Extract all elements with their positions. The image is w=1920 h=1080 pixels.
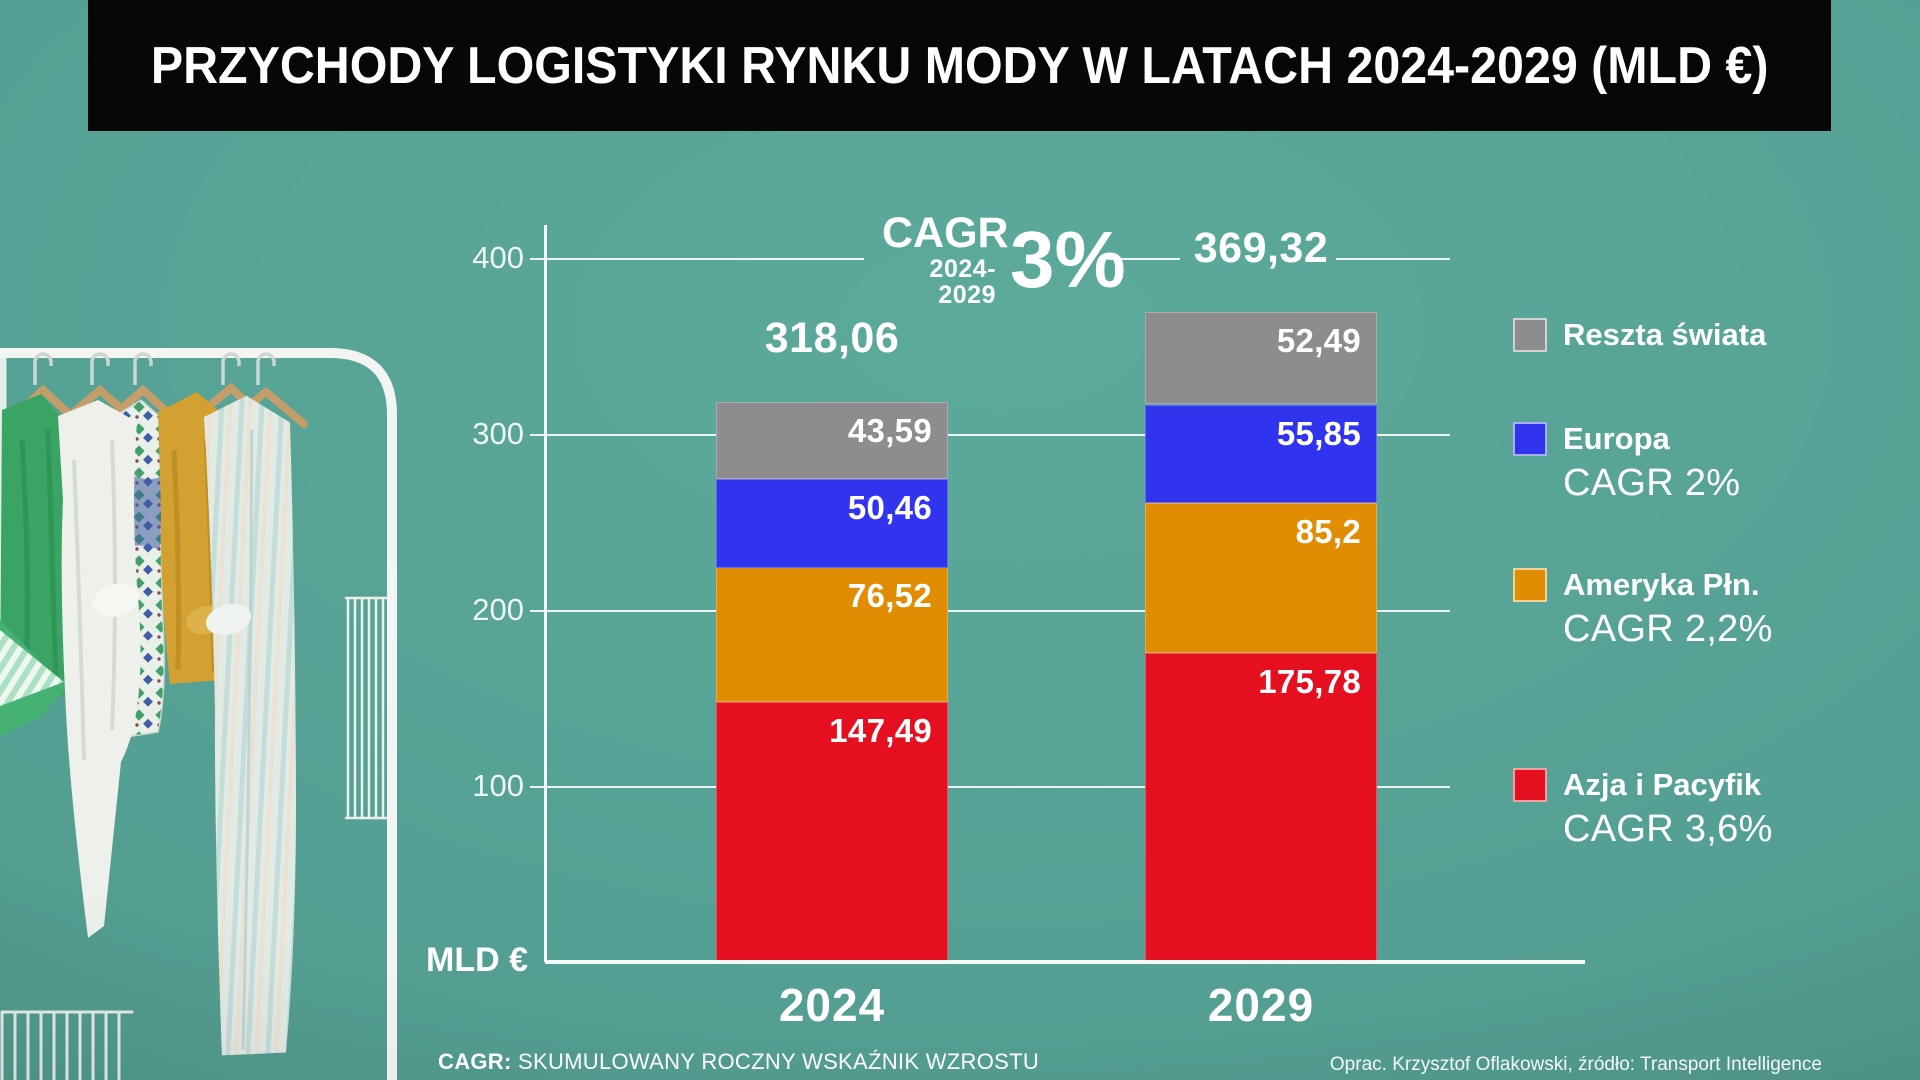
bar-segment-2029: 175,78: [1145, 653, 1377, 962]
y-axis-label: 200: [472, 592, 524, 627]
legend-item-1: Reszta świata: [1513, 317, 1767, 352]
gridline-400: [1336, 258, 1450, 260]
axis-tick: [530, 786, 544, 788]
legend-cagr: CAGR 3,6%: [1563, 808, 1773, 850]
legend-swatch: [1513, 768, 1547, 802]
axis-tick: [530, 610, 544, 612]
y-axis-label: 300: [472, 416, 524, 451]
bar-2029: 175,78 85,2 55,85 52,49: [1145, 312, 1377, 962]
bar-segment-2024: 76,52: [716, 567, 948, 702]
title-bar: PRZYCHODY LOGISTYKI RYNKU MODY W LATACH …: [88, 0, 1831, 131]
segment-value-label: 175,78: [1258, 663, 1361, 700]
bar-segment-2024: 43,59: [716, 402, 948, 479]
legend-item-4: Azja i Pacyfik CAGR 3,6%: [1513, 767, 1773, 851]
footnote-definition: SKUMULOWANY ROCZNY WSKAŹNIK WZROSTU: [511, 1049, 1040, 1074]
page-title: PRZYCHODY LOGISTYKI RYNKU MODY W LATACH …: [150, 36, 1769, 95]
legend-swatch: [1513, 422, 1547, 456]
y-axis-label: 400: [472, 240, 524, 275]
axis-tick: [530, 258, 544, 260]
y-axis-line: [544, 225, 547, 962]
legend-label: Azja i Pacyfik: [1563, 767, 1762, 802]
y-axis-unit-label: MLD €: [426, 941, 528, 979]
legend-swatch: [1513, 318, 1547, 352]
legend-cagr: CAGR 2,2%: [1563, 608, 1773, 650]
legend-item-3: Ameryka Płn. CAGR 2,2%: [1513, 567, 1773, 651]
segment-value-label: 50,46: [847, 489, 932, 526]
gridline-300: [546, 434, 1450, 436]
y-axis-label: 100: [472, 768, 524, 803]
legend-label: Reszta świata: [1563, 317, 1767, 352]
bar-total-label: 318,06: [764, 314, 900, 362]
legend-item-2: Europa CAGR 2%: [1513, 421, 1741, 505]
bar-2024: 147,49 76,52 50,46 43,59: [716, 402, 948, 962]
segment-value-label: 52,49: [1276, 322, 1361, 359]
bar-segment-2029: 52,49: [1145, 312, 1377, 404]
cagr-annotation-label: CAGR: [882, 209, 1009, 257]
footnote: CAGR: SKUMULOWANY ROCZNY WSKAŹNIK WZROST…: [438, 1049, 1039, 1075]
bar-total-label: 369,32: [1193, 224, 1329, 272]
segment-value-label: 85,2: [1295, 513, 1361, 550]
gridline-400: [546, 258, 864, 260]
legend-cagr: CAGR 2%: [1563, 462, 1741, 504]
source-credit: Oprac. Krzysztof Oflakowski, źródło: Tra…: [1329, 1054, 1822, 1075]
footnote-term: CAGR:: [438, 1049, 512, 1074]
clothes-rack-photo: [0, 348, 397, 1080]
garments: [0, 392, 296, 1056]
legend-swatch: [1513, 568, 1547, 602]
segment-value-label: 55,85: [1276, 415, 1361, 452]
legend-label: Europa: [1563, 421, 1670, 456]
axis-tick: [530, 434, 544, 436]
x-axis-category-label: 2024: [778, 979, 886, 1031]
segment-value-label: 76,52: [847, 577, 932, 614]
legend-label: Ameryka Płn.: [1563, 567, 1760, 602]
bar-segment-2024: 50,46: [716, 479, 948, 568]
x-axis-category-label: 2029: [1207, 979, 1315, 1031]
bar-segment-2029: 55,85: [1145, 405, 1377, 503]
bar-segment-2029: 85,2: [1145, 503, 1377, 653]
segment-value-label: 43,59: [847, 412, 932, 449]
bar-segment-2024: 147,49: [716, 702, 948, 962]
hanger-hooks: [33, 352, 276, 385]
cagr-annotation: CAGR 2024-2029 3%: [882, 209, 1126, 309]
gridline-200: [546, 610, 1450, 612]
segment-value-label: 147,49: [829, 712, 932, 749]
cagr-annotation-value: 3%: [1010, 215, 1126, 304]
gridline-100: [546, 786, 1450, 788]
gridline-400: [1108, 258, 1180, 260]
cagr-annotation-range: 2024-2029: [929, 255, 996, 309]
x-axis-line: [545, 960, 1585, 964]
